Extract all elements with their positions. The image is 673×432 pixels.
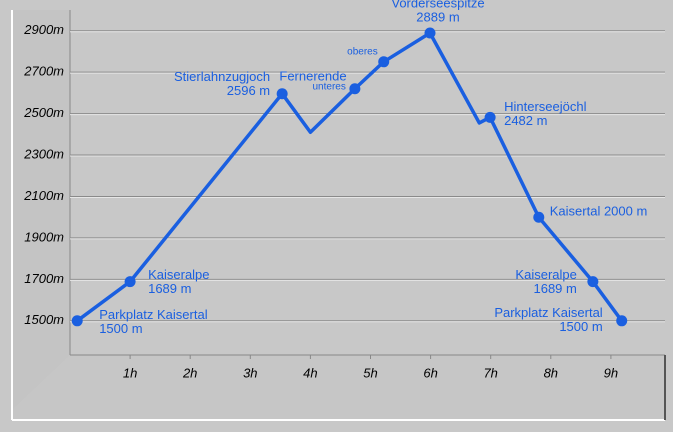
point-label: 2596 m xyxy=(227,83,270,98)
x-tick-label: 7h xyxy=(483,365,497,380)
point-label: Parkplatz Kaisertal xyxy=(99,307,207,322)
x-tick-label: 9h xyxy=(604,365,618,380)
left-wall xyxy=(12,10,70,410)
point-marker xyxy=(533,211,545,223)
point-label: 1689 m xyxy=(533,281,576,296)
point-marker xyxy=(587,276,599,288)
point-label: 1500 m xyxy=(559,319,602,334)
x-tick-label: 1h xyxy=(123,365,137,380)
point-marker xyxy=(71,315,83,327)
floor xyxy=(12,355,665,420)
y-tick-label: 1500m xyxy=(24,312,64,327)
y-tick-label: 2500m xyxy=(23,105,64,120)
y-tick-label: 1900m xyxy=(24,229,64,244)
point-label: Kaisertal 2000 m xyxy=(550,204,648,219)
point-label: Kaiseralpe xyxy=(148,267,209,282)
point-label: Kaiseralpe xyxy=(515,267,576,282)
point-label: Parkplatz Kaisertal xyxy=(494,305,602,320)
point-marker xyxy=(349,83,361,95)
point-marker xyxy=(424,27,436,39)
y-tick-label: 2300m xyxy=(23,146,64,161)
point-label: 1689 m xyxy=(148,281,191,296)
y-tick-label: 2700m xyxy=(23,64,64,79)
point-label: oberes xyxy=(347,46,378,57)
x-tick-label: 6h xyxy=(423,365,437,380)
annotation: Fernerende xyxy=(279,68,346,83)
series-line xyxy=(76,31,624,323)
point-marker xyxy=(124,276,136,288)
point-label: 2889 m xyxy=(416,9,459,24)
point-label: unteres xyxy=(313,81,346,92)
point-label: Vorderseespitze xyxy=(391,0,484,10)
point-label: Hinterseejöchl xyxy=(504,99,586,114)
x-tick-label: 2h xyxy=(182,365,197,380)
x-tick-label: 4h xyxy=(303,365,317,380)
point-label: 2482 m xyxy=(504,113,547,128)
grid: 1500m 1700m 1900m 2100m 2300m 2500m 2700m 2900m… xyxy=(23,22,665,380)
y-tick-label: 2900m xyxy=(23,22,64,37)
y-tick-label: 2100m xyxy=(23,188,64,203)
point-marker xyxy=(616,315,628,327)
point-label: Stierlahnzugjoch xyxy=(174,69,270,84)
x-tick-label: 5h xyxy=(363,365,377,380)
point-marker xyxy=(484,111,496,123)
point-label: 1500 m xyxy=(99,321,142,336)
point-marker xyxy=(276,88,288,100)
point-marker xyxy=(378,56,390,68)
x-tick-label: 8h xyxy=(544,365,558,380)
y-tick-label: 1700m xyxy=(24,271,64,286)
x-tick-label: 3h xyxy=(243,365,257,380)
